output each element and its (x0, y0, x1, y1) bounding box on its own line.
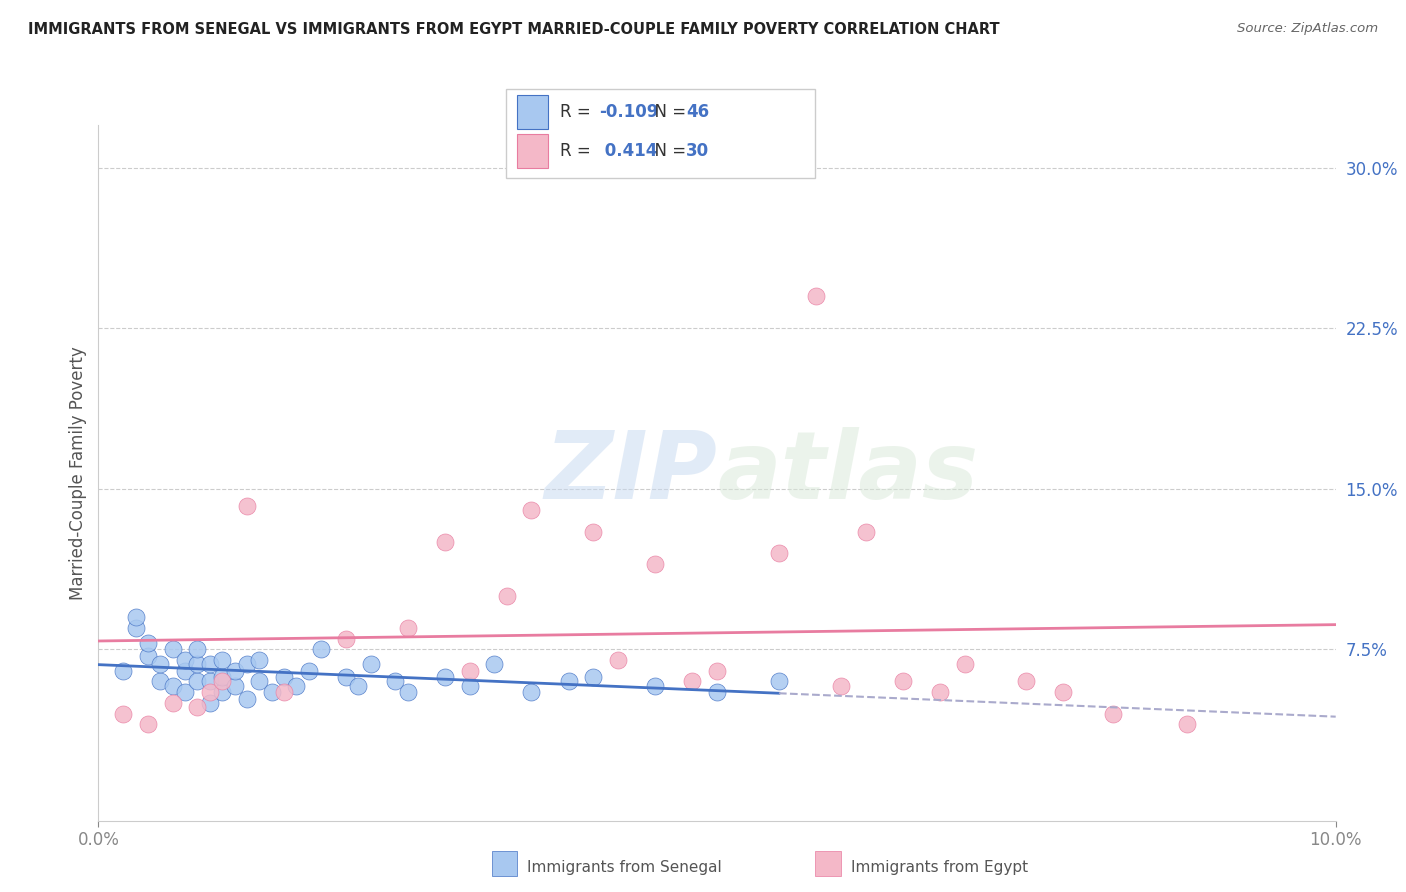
Point (136, 648, 159, 663)
Point (149, 674, 172, 689)
Point (1015, 674, 1038, 689)
Point (211, 685, 233, 699)
Point (186, 657, 208, 672)
Point (124, 621, 146, 635)
Point (224, 679, 246, 693)
Text: 0.414: 0.414 (599, 142, 658, 160)
Point (162, 642, 184, 657)
Point (198, 696, 221, 710)
Point (174, 664, 197, 678)
Point (855, 524, 877, 539)
Point (112, 706, 135, 721)
Point (644, 557, 666, 571)
Point (136, 636, 159, 650)
Point (211, 670, 233, 684)
Point (706, 685, 728, 699)
Point (273, 670, 295, 684)
Y-axis label: Married-Couple Family Poverty: Married-Couple Family Poverty (69, 346, 87, 599)
Text: 46: 46 (686, 103, 709, 121)
Text: Immigrants from Egypt: Immigrants from Egypt (851, 860, 1028, 874)
Text: N =: N = (644, 142, 692, 160)
Point (706, 664, 728, 678)
Point (335, 670, 357, 684)
Text: N =: N = (644, 103, 692, 121)
Point (495, 589, 517, 603)
Point (224, 664, 246, 678)
Point (520, 685, 543, 699)
Point (1175, 717, 1198, 731)
Point (644, 679, 666, 693)
Point (273, 685, 295, 699)
Point (236, 499, 259, 513)
Text: Immigrants from Senegal: Immigrants from Senegal (527, 860, 723, 874)
Point (186, 642, 208, 657)
Text: Source: ZipAtlas.com: Source: ZipAtlas.com (1237, 22, 1378, 36)
Point (582, 524, 605, 539)
Point (309, 642, 332, 657)
Point (247, 674, 270, 689)
Point (335, 632, 357, 646)
Point (484, 657, 506, 672)
Point (396, 685, 419, 699)
Text: IMMIGRANTS FROM SENEGAL VS IMMIGRANTS FROM EGYPT MARRIED-COUPLE FAMILY POVERTY C: IMMIGRANTS FROM SENEGAL VS IMMIGRANTS FR… (28, 22, 1000, 37)
Text: atlas: atlas (717, 426, 979, 519)
Text: R =: R = (560, 142, 596, 160)
Point (433, 670, 456, 684)
Point (260, 685, 283, 699)
Point (384, 674, 406, 689)
Point (186, 674, 208, 689)
Point (458, 664, 481, 678)
Point (247, 653, 270, 667)
Point (198, 674, 221, 689)
Point (198, 657, 221, 672)
Point (236, 691, 259, 706)
Point (298, 664, 321, 678)
Text: R =: R = (560, 103, 596, 121)
Point (804, 289, 827, 303)
Point (149, 657, 172, 672)
Point (433, 535, 456, 549)
Point (211, 653, 233, 667)
Point (396, 621, 419, 635)
Point (186, 700, 208, 714)
Point (830, 679, 852, 693)
Point (607, 653, 630, 667)
Text: 30: 30 (686, 142, 709, 160)
Point (347, 679, 370, 693)
Point (1052, 685, 1074, 699)
Point (211, 674, 233, 689)
Point (520, 503, 543, 517)
Point (136, 717, 159, 731)
Point (124, 610, 146, 624)
Point (557, 674, 579, 689)
Point (285, 679, 308, 693)
Point (458, 679, 481, 693)
Point (112, 664, 135, 678)
Point (768, 674, 790, 689)
Point (681, 674, 703, 689)
Point (174, 653, 197, 667)
Point (891, 674, 914, 689)
Point (1102, 706, 1125, 721)
Point (582, 670, 605, 684)
Point (928, 685, 950, 699)
Point (360, 657, 382, 672)
Point (768, 546, 790, 560)
Point (953, 657, 976, 672)
Text: ZIP: ZIP (544, 426, 717, 519)
Point (174, 685, 197, 699)
Point (162, 696, 184, 710)
Point (198, 685, 221, 699)
Text: -0.109: -0.109 (599, 103, 658, 121)
Point (162, 679, 184, 693)
Point (236, 657, 259, 672)
